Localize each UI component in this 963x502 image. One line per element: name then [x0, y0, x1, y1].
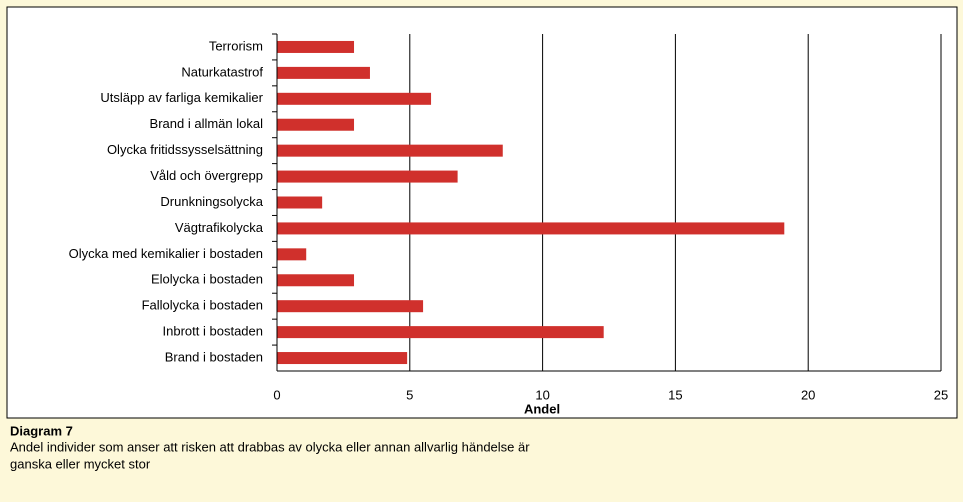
- y-tick-label: Vägtrafikolycka: [175, 220, 264, 235]
- y-tick-label: Naturkatastrof: [181, 64, 263, 79]
- bar: [277, 92, 432, 105]
- caption-line: Andel individer som anser att risken att…: [10, 439, 530, 454]
- bar: [277, 274, 355, 287]
- y-tick-label: Olycka fritidssysselsättning: [107, 142, 263, 157]
- y-tick-label: Olycka med kemikalier i bostaden: [69, 246, 263, 261]
- bar: [277, 170, 458, 183]
- y-tick-label: Drunkningsolycka: [160, 194, 263, 209]
- bar: [277, 248, 307, 261]
- y-tick-label: Elolycka i bostaden: [151, 272, 263, 287]
- y-tick-label: Brand i bostaden: [165, 349, 263, 364]
- y-tick-label: Fallolycka i bostaden: [142, 298, 263, 313]
- caption-title: Diagram 7: [10, 423, 73, 438]
- bar: [277, 66, 370, 79]
- x-tick-label: 10: [535, 387, 549, 402]
- y-tick-label: Utsläpp av farliga kemikalier: [100, 90, 263, 105]
- chart-frame: [6, 6, 958, 419]
- x-tick-label: 0: [273, 387, 280, 402]
- y-tick-label: Brand i allmän lokal: [150, 116, 264, 131]
- x-axis-label: Andel: [524, 401, 560, 416]
- y-tick-label: Terrorism: [209, 38, 263, 53]
- bar: [277, 144, 503, 157]
- bar: [277, 40, 355, 53]
- bar: [277, 300, 424, 313]
- bar: [277, 196, 323, 209]
- x-tick-label: 25: [934, 387, 948, 402]
- y-tick-label: Inbrott i bostaden: [163, 324, 263, 339]
- bar: [277, 222, 785, 235]
- bar: [277, 326, 604, 339]
- x-tick-label: 5: [406, 387, 413, 402]
- bar: [277, 118, 355, 131]
- bar: [277, 352, 408, 365]
- caption-line: ganska eller mycket stor: [10, 456, 151, 471]
- x-tick-label: 20: [801, 387, 815, 402]
- x-tick-label: 15: [668, 387, 682, 402]
- y-tick-label: Våld och övergrepp: [150, 168, 263, 183]
